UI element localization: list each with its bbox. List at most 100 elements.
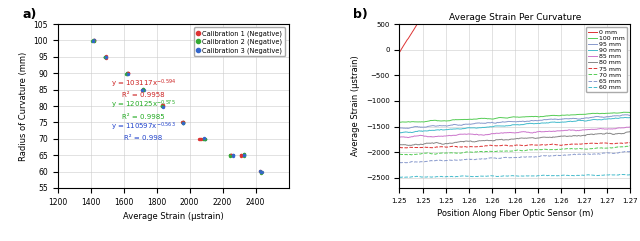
Point [228,154,238,157]
60 mm [622,173,630,176]
75 mm [507,144,515,147]
Point [257,170,267,174]
Point [177,120,188,124]
65 mm [534,155,541,158]
75 mm [396,146,403,149]
Point [198,136,209,140]
80 mm [621,131,629,134]
95 mm [396,126,403,129]
70 mm [534,148,541,151]
Point [122,72,132,76]
Point [138,88,148,92]
Point [178,121,188,125]
Point [255,170,266,174]
95 mm [403,127,411,130]
Point [101,55,111,59]
X-axis label: Position Along Fiber Optic Sensor (m): Position Along Fiber Optic Sensor (m) [436,209,593,218]
85 mm [621,126,629,129]
95 mm [622,113,630,116]
Text: y = 103117x$^{-0.594}$
R² = 0.9958: y = 103117x$^{-0.594}$ R² = 0.9958 [111,78,175,98]
70 mm [506,149,513,152]
Point [87,39,97,43]
X-axis label: Average Strain (μstrain): Average Strain (μstrain) [123,212,223,221]
100 mm [507,116,515,119]
Point [89,38,99,42]
Point [100,55,110,59]
65 mm [506,156,513,159]
Point [225,153,236,157]
65 mm [404,161,412,164]
100 mm [397,121,404,124]
85 mm [586,128,593,131]
95 mm [586,116,593,119]
Point [255,169,266,173]
Point [138,87,148,91]
Point [157,105,168,108]
65 mm [396,161,403,164]
Point [236,154,246,158]
80 mm [506,138,513,141]
Point [226,154,236,157]
Point [138,88,148,92]
Point [100,55,110,59]
Point [137,88,147,92]
70 mm [407,153,415,156]
100 mm [621,111,628,114]
100 mm [506,116,513,119]
Point [157,103,168,107]
Point [194,137,204,141]
80 mm [627,130,634,133]
Point [256,170,266,174]
75 mm [625,141,633,144]
80 mm [396,143,403,146]
Point [239,153,249,157]
Point [227,154,237,157]
85 mm [404,136,412,139]
Text: a): a) [23,7,37,20]
Point [157,104,168,108]
Line: 75 mm: 75 mm [399,143,630,148]
100 mm [534,115,541,118]
100 mm [586,112,593,115]
Point [100,55,111,59]
Point [239,153,249,156]
60 mm [399,176,407,179]
65 mm [627,150,634,153]
75 mm [621,141,629,144]
Point [227,154,237,157]
Point [239,153,250,156]
100 mm [396,121,403,124]
Point [239,154,249,157]
Point [122,72,132,75]
90 mm [396,131,404,134]
Point [137,88,147,92]
85 mm [506,131,513,134]
Point [157,103,168,107]
Point [100,55,111,59]
Point [256,171,266,174]
Line: 80 mm: 80 mm [399,131,630,146]
Text: y = 110597x$^{-0.563}$
R² = 0.998: y = 110597x$^{-0.563}$ R² = 0.998 [111,120,175,141]
75 mm [521,144,529,147]
Point [123,72,133,75]
85 mm [521,130,529,133]
Legend: 0 mm, 100 mm, 95 mm, 90 mm, 85 mm, 80 mm, 75 mm, 70 mm, 65 mm, 60 mm: 0 mm, 100 mm, 95 mm, 90 mm, 85 mm, 80 mm… [586,27,627,92]
Point [121,72,131,76]
Point [225,154,236,158]
85 mm [627,126,634,128]
60 mm [396,176,403,179]
Line: 100 mm: 100 mm [399,112,630,122]
Y-axis label: Radius of Curvature (mm): Radius of Curvature (mm) [19,51,28,161]
Point [158,104,168,108]
60 mm [507,174,515,177]
Point [122,71,132,75]
Title: Average Strain Per Curvature: Average Strain Per Curvature [449,13,581,22]
Point [139,88,149,92]
Point [88,39,99,43]
Point [89,38,99,42]
65 mm [586,153,593,155]
90 mm [622,116,630,119]
Point [138,87,148,91]
Point [178,121,188,125]
Point [157,104,168,108]
